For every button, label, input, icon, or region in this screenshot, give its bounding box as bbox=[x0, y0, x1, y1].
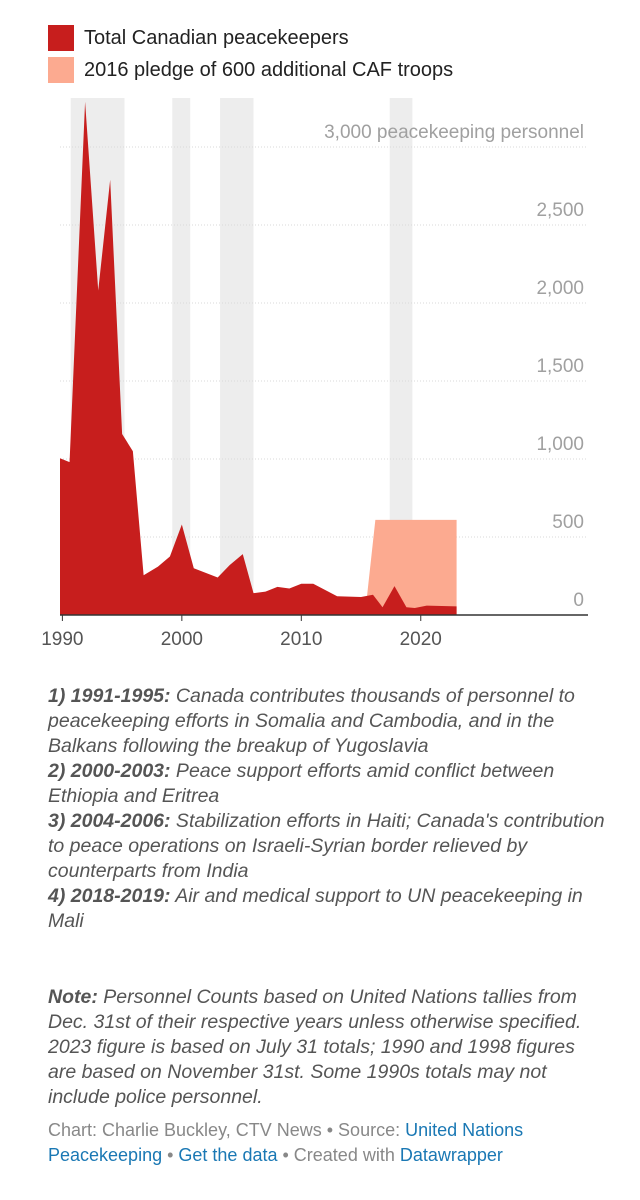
legend-swatch-pledge bbox=[48, 57, 74, 83]
shaded-period-2 bbox=[172, 98, 191, 615]
legend-label-total: Total Canadian peacekeepers bbox=[84, 26, 349, 49]
note-text: Personnel Counts based on United Nations… bbox=[48, 986, 582, 1108]
source-link[interactable]: United Nations Peacekeeping bbox=[48, 1120, 524, 1165]
note-item-3-period: 3) 2004-2006: bbox=[48, 810, 171, 832]
annotation-notes: 1) 1991-1995: Canada contributes thousan… bbox=[48, 684, 608, 934]
note-item-1: 1) 1991-1995: Canada contributes thousan… bbox=[48, 684, 608, 759]
x-tick-label-1990: 1990 bbox=[41, 629, 83, 650]
x-tick-label-2020: 2020 bbox=[400, 629, 442, 650]
note-item-1-period: 1) 1991-1995: bbox=[48, 685, 171, 707]
note-item-4-text: Air and medical support to UN peacekeepi… bbox=[48, 885, 583, 932]
get-data-link[interactable]: Get the data bbox=[178, 1145, 278, 1165]
area-chart: 0 500 1,000 1,500 2,000 2,500 3,000 peacekeepi… bbox=[41, 98, 588, 650]
note-item-3: 3) 2004-2006: Stabilization efforts in H… bbox=[48, 809, 608, 884]
note-item-2-text: Peace support efforts amid conflict betw… bbox=[48, 760, 555, 807]
series-area-total-peacekeepers bbox=[60, 101, 457, 615]
note-item-4: 4) 2018-2019: Air and medical support to… bbox=[48, 884, 608, 934]
y-tick-label-0: 0 bbox=[573, 590, 584, 611]
legend-item-pledge[interactable]: 2016 pledge of 600 additional CAF troops bbox=[48, 54, 453, 86]
credit-sep-data: • bbox=[162, 1145, 179, 1165]
note-label: Note: bbox=[48, 986, 98, 1008]
series-area-caf-pledge bbox=[367, 519, 457, 615]
note-item-4-period: 4) 2018-2019: bbox=[48, 885, 171, 907]
datawrapper-link[interactable]: Datawrapper bbox=[399, 1145, 503, 1165]
credit-author: Chart: Charlie Buckley, CTV News bbox=[48, 1120, 322, 1140]
note-item-2-period: 2) 2000-2003: bbox=[48, 760, 171, 782]
shaded-period-4 bbox=[389, 98, 413, 615]
credit-sep-source: • Source: bbox=[321, 1120, 406, 1140]
legend-swatch-total bbox=[48, 25, 74, 51]
legend-label-pledge: 2016 pledge of 600 additional CAF troops bbox=[84, 58, 454, 81]
x-tick-label-2010: 2010 bbox=[280, 629, 322, 650]
y-tick-label-2000: 2,000 bbox=[536, 278, 584, 299]
note-item-1-text: Canada contributes thousands of personne… bbox=[48, 685, 575, 757]
methodology-note: Note: Personnel Counts based on United N… bbox=[48, 985, 608, 1110]
chart-legend: Total Canadian peacekeepers 2016 pledge … bbox=[48, 22, 453, 86]
chart-credits: Chart: Charlie Buckley, CTV News • Sourc… bbox=[48, 1118, 608, 1168]
y-tick-label-3000: 3,000 peacekeeping personnel bbox=[324, 122, 584, 143]
credit-sep-tool: • Created with bbox=[277, 1145, 400, 1165]
y-tick-label-500: 500 bbox=[552, 512, 584, 533]
shaded-period-3 bbox=[220, 98, 254, 615]
x-tick-label-2000: 2000 bbox=[161, 629, 203, 650]
y-tick-label-1000: 1,000 bbox=[536, 434, 584, 455]
note-item-2: 2) 2000-2003: Peace support efforts amid… bbox=[48, 759, 608, 809]
y-tick-label-1500: 1,500 bbox=[536, 356, 584, 377]
note-item-3-text: Stabilization efforts in Haiti; Canada's… bbox=[48, 810, 605, 882]
y-tick-label-2500: 2,500 bbox=[536, 200, 584, 221]
legend-item-total[interactable]: Total Canadian peacekeepers bbox=[48, 22, 453, 54]
